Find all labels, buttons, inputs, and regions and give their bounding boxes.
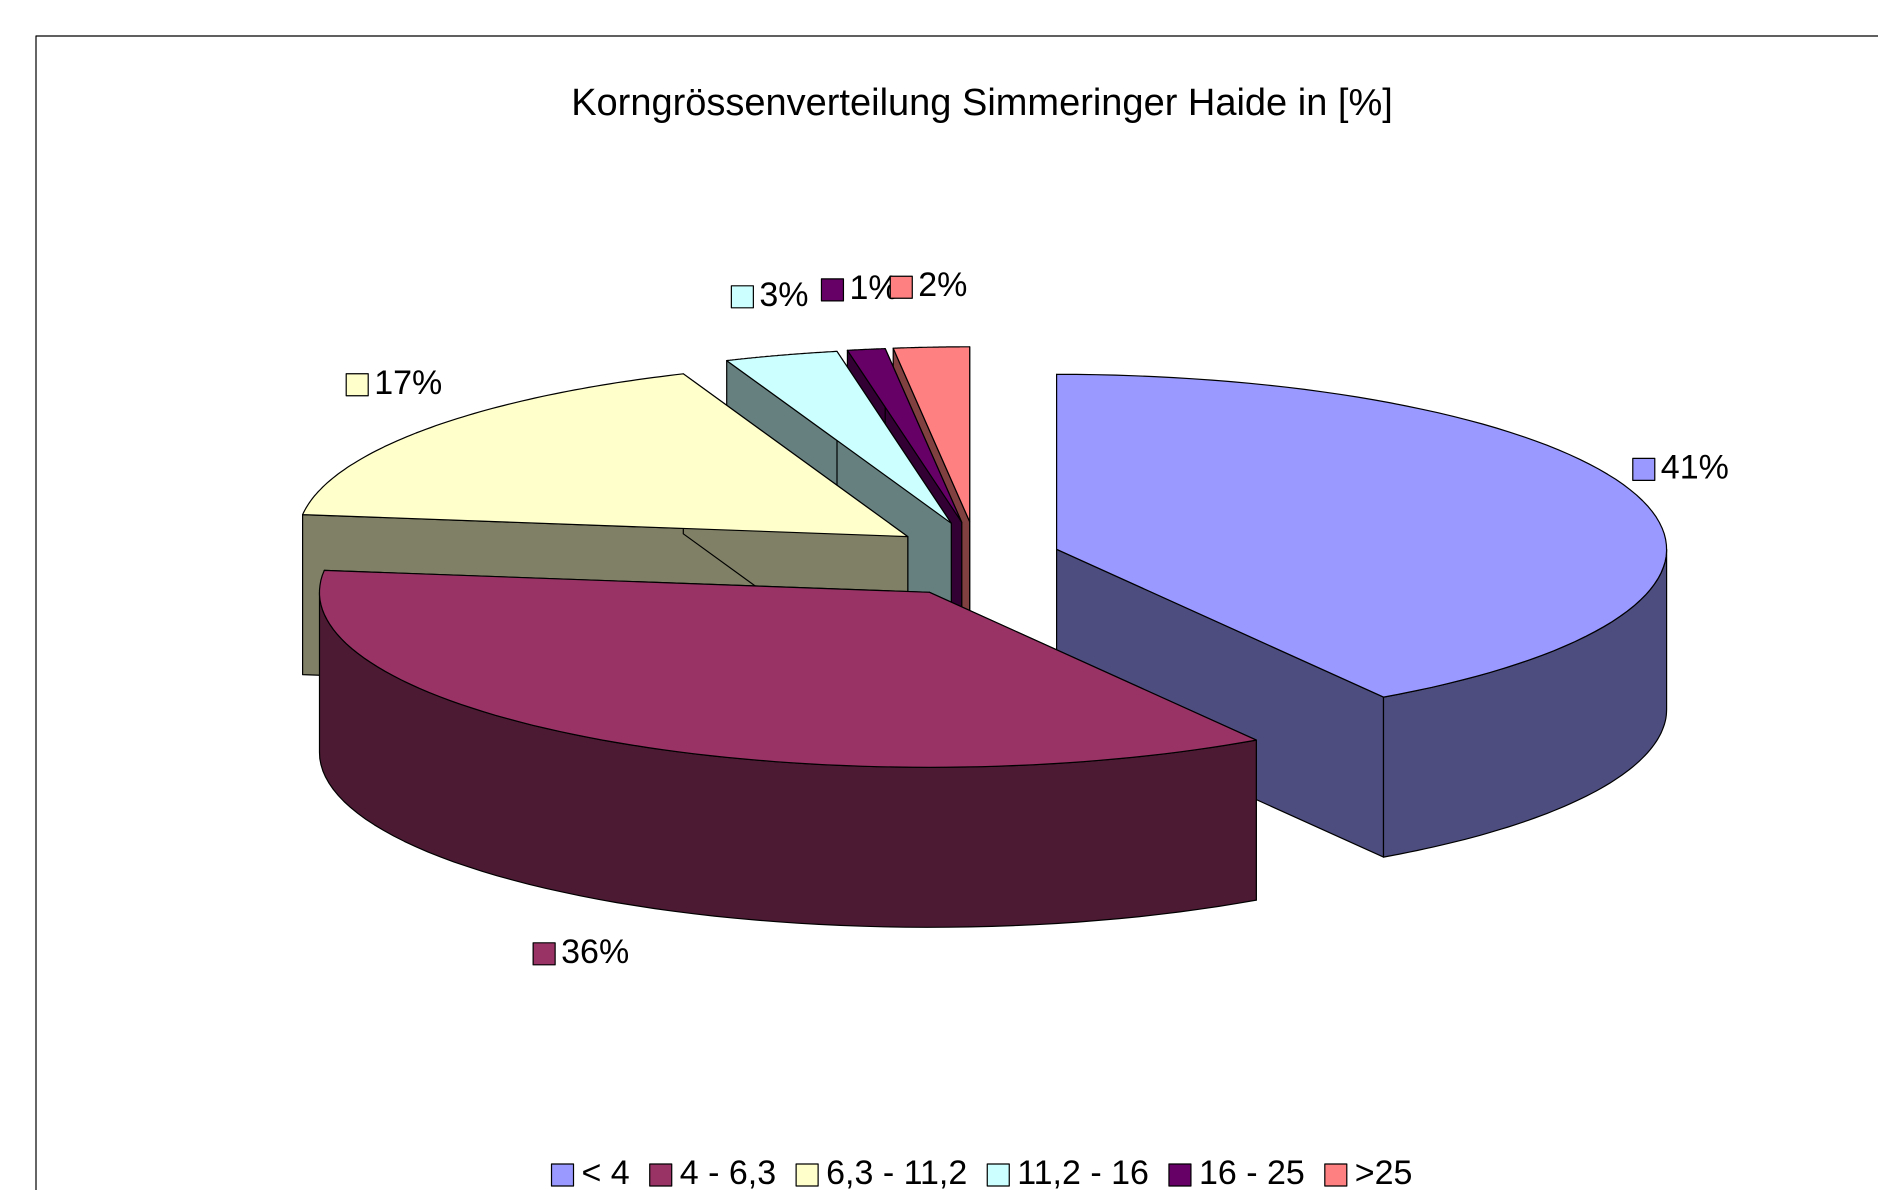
data-label-swatch	[889, 275, 913, 299]
chart-title: Korngrössenverteilung Simmeringer Haide …	[571, 82, 1393, 124]
slice-top	[1056, 373, 1668, 698]
data-label-swatch	[730, 285, 754, 309]
slice-top	[892, 346, 971, 523]
slice-top	[302, 373, 909, 538]
legend-swatch	[1168, 1163, 1192, 1187]
data-label-swatch	[345, 373, 369, 397]
slice-top	[846, 348, 963, 523]
data-label-swatch	[532, 942, 556, 966]
data-label: 3%	[759, 276, 808, 314]
data-label-swatch	[820, 278, 845, 302]
legend-label: 6,3 - 11,2	[826, 1154, 967, 1190]
legend-swatch	[1324, 1163, 1348, 1187]
data-label: 41%	[1661, 448, 1729, 486]
data-label: 17%	[374, 364, 442, 402]
data-label-swatch	[1632, 457, 1656, 481]
pie-slice	[318, 569, 1257, 928]
slice-top	[318, 569, 1257, 768]
data-label: 36%	[561, 933, 629, 971]
legend-label: 16 - 25	[1199, 1154, 1305, 1190]
legend-swatch	[795, 1163, 819, 1187]
legend-label: 4 - 6,3	[680, 1154, 776, 1190]
slice-top	[726, 350, 952, 524]
legend-label: >25	[1355, 1154, 1413, 1190]
legend-label: 11,2 - 16	[1017, 1154, 1149, 1190]
legend-swatch	[986, 1163, 1010, 1187]
data-label: 2%	[918, 266, 967, 304]
legend-swatch	[649, 1163, 673, 1187]
legend-swatch	[550, 1163, 575, 1187]
legend-label: < 4	[582, 1154, 630, 1190]
pie-slice	[1056, 373, 1668, 858]
